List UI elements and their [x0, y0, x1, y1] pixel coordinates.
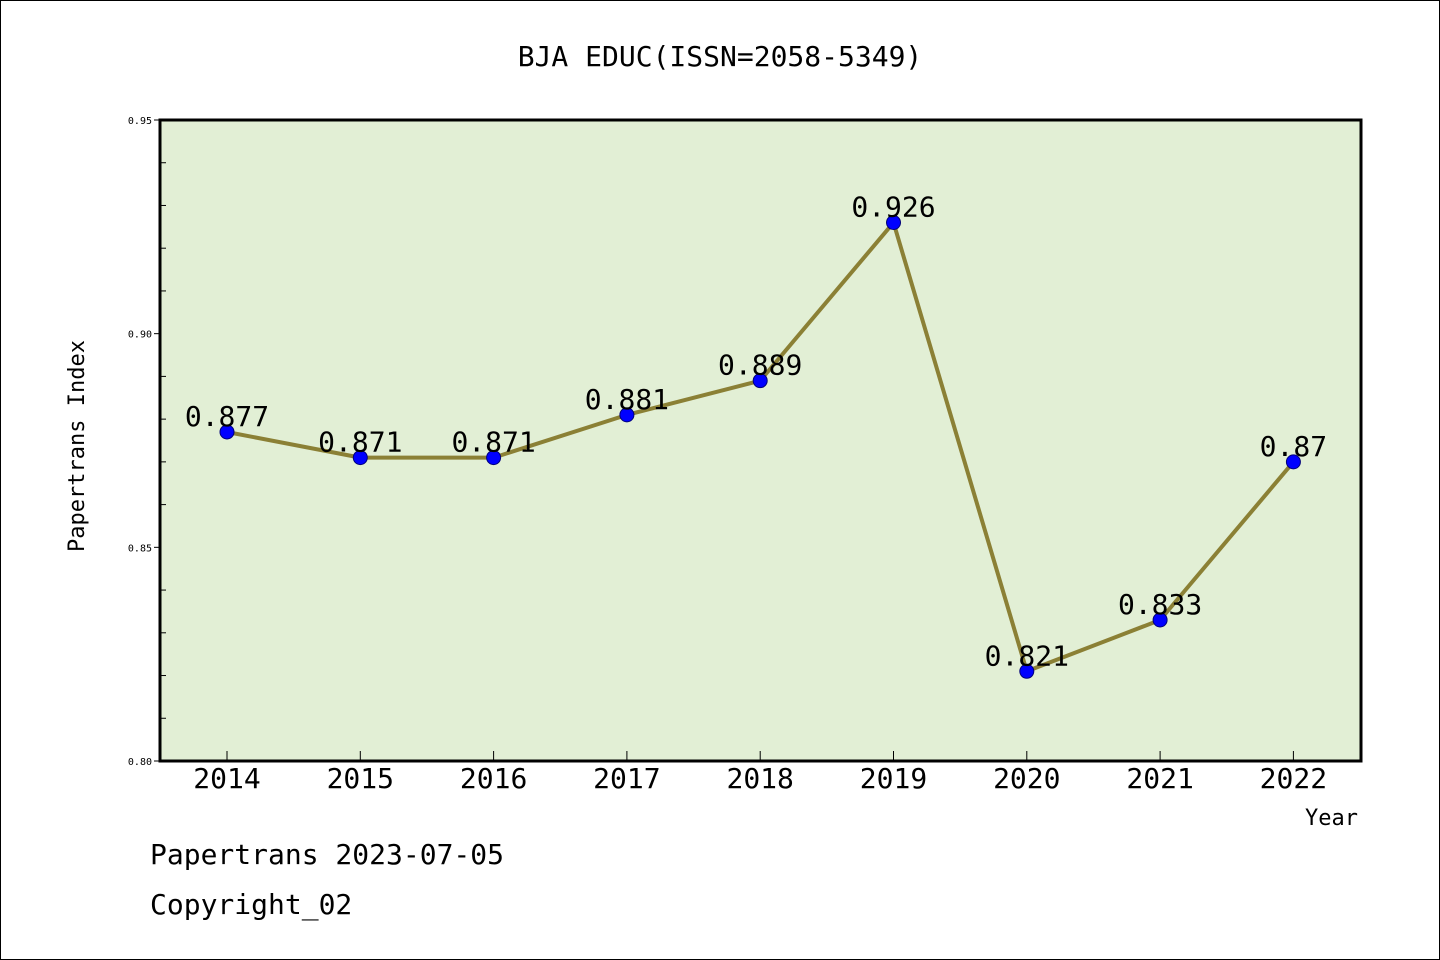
- x-tick-label: 2018: [726, 762, 793, 795]
- x-tick-label: 2020: [993, 762, 1060, 795]
- plot-area: [160, 120, 1361, 761]
- x-axis: 2014 2015 2016 2017 2018 2019 2020 2021 2022: [193, 751, 1327, 795]
- data-label: 0.87: [1260, 430, 1327, 463]
- y-tick-label: 0.80: [128, 757, 152, 768]
- data-point: [886, 215, 901, 231]
- x-tick-label: 2022: [1260, 762, 1327, 795]
- data-label: 0.926: [851, 191, 935, 224]
- y-tick-label: 0.85: [128, 543, 152, 554]
- data-label: 0.833: [1118, 588, 1202, 621]
- x-tick-label: 2017: [593, 762, 660, 795]
- data-label: 0.871: [451, 426, 535, 459]
- x-tick-label: 2015: [327, 762, 394, 795]
- data-label: 0.821: [985, 639, 1069, 672]
- x-tick-label: 2014: [193, 762, 260, 795]
- y-tick-label: 0.95: [128, 116, 152, 127]
- x-tick-label: 2021: [1126, 762, 1193, 795]
- y-tick-label: 0.90: [128, 330, 152, 341]
- data-point: [486, 450, 502, 466]
- x-axis-label: Year: [1305, 806, 1358, 831]
- x-tick-label: 2016: [460, 762, 527, 795]
- data-labels: 0.877 0.871 0.871 0.881 0.889 0.926 0.821 0.833…: [185, 191, 1327, 673]
- data-point: [352, 450, 368, 466]
- data-point: [1285, 454, 1301, 470]
- y-axis-label: Papertrans Index: [65, 340, 90, 552]
- x-tick-label: 2019: [860, 762, 927, 795]
- footer-date: Papertrans 2023-07-05: [150, 838, 504, 871]
- data-point: [1019, 663, 1035, 679]
- data-point: [752, 373, 768, 389]
- data-label: 0.889: [718, 349, 802, 382]
- chart-title: BJA EDUC(ISSN=2058-5349): [518, 40, 923, 73]
- data-markers: [219, 215, 1301, 679]
- data-label: 0.871: [318, 426, 402, 459]
- data-point: [619, 407, 635, 423]
- footer-copyright: Copyright_02: [150, 888, 352, 922]
- data-point: [1152, 612, 1168, 628]
- data-label: 0.877: [185, 400, 269, 433]
- data-label: 0.881: [585, 383, 669, 416]
- plot-border: [158, 118, 1363, 763]
- data-point: [219, 424, 235, 440]
